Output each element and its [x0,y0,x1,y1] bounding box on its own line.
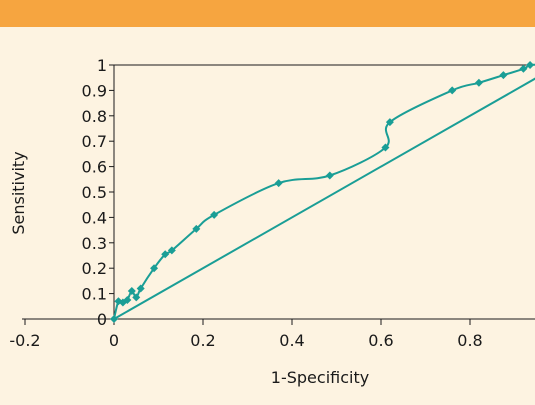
reference-diagonal-line [113,77,535,320]
x-tick-label: 0.4 [279,331,304,350]
x-tick-label: -0.2 [9,331,40,350]
y-axis-title: Sensitivity [9,151,28,234]
y-tick-label: 0.4 [82,208,107,227]
y-tick-label: 0.7 [82,132,107,151]
x-tick-label: 0.6 [368,331,393,350]
y-tick-label: 0.6 [82,158,107,177]
y-tick-label: 0.1 [82,285,107,304]
y-tick-label: 0 [97,310,107,329]
y-tick-label: 0.8 [82,107,107,126]
y-tick-label: 0.5 [82,183,107,202]
x-tick-label: 0 [109,331,119,350]
data-point-marker [167,246,176,255]
data-point-marker [385,118,394,127]
data-point-marker [474,78,483,87]
header-bar [0,0,535,27]
x-tick-label: 0.2 [190,331,215,350]
y-tick-label: 1 [97,56,107,75]
data-point-marker [381,143,390,152]
data-point-marker [136,284,145,293]
y-tick-label: 0.2 [82,259,107,278]
data-point-marker [499,71,508,80]
data-point-marker [210,210,219,219]
data-point-marker [123,295,132,304]
data-point-marker [519,64,528,73]
data-point-marker [132,293,141,302]
y-tick-label: 0.9 [82,81,107,100]
data-point-marker [127,287,136,296]
data-point-marker [192,224,201,233]
data-point-marker [448,86,457,95]
x-tick-label: 0.8 [457,331,482,350]
plot-area: 0 0.1 0.2 0.3 0.4 0.5 0.6 0.7 0.8 0.9 1 -0.2 0 0.2 0.4… [9,56,535,350]
data-point-marker [150,264,159,273]
data-point-marker [325,171,334,180]
data-point-marker [274,179,283,188]
data-point-marker [526,61,535,69]
x-axis-title: 1-Specificity [271,368,369,387]
roc-curve-line [113,63,535,320]
data-point-marker [161,250,170,259]
y-tick-label: 0.3 [82,234,107,253]
